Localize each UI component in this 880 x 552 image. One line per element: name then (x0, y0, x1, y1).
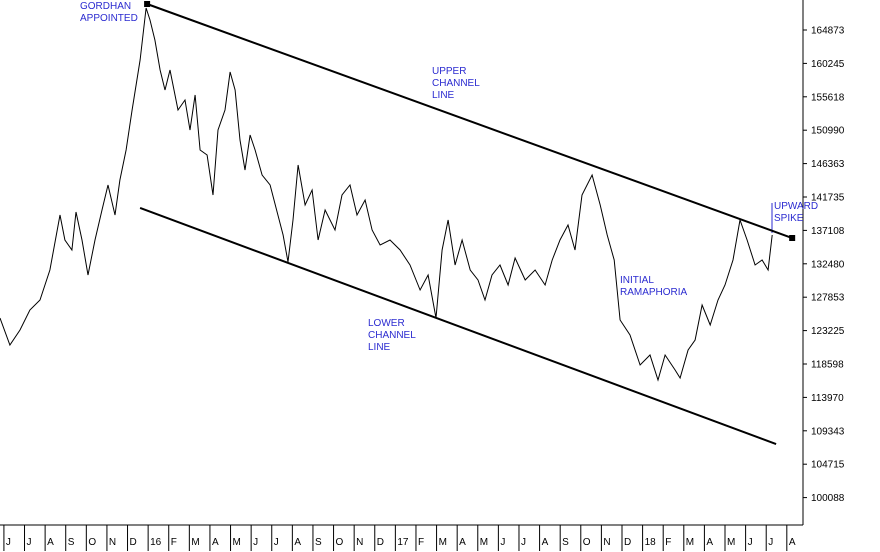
y-tick-label: 137108 (811, 226, 845, 237)
annotation: GORDHAN (80, 1, 131, 12)
channel-line (139, 207, 777, 445)
x-tick-label: D (624, 537, 631, 548)
x-tick-label: A (212, 537, 219, 548)
y-tick-label: 146363 (811, 159, 845, 170)
x-tick-label: A (789, 537, 796, 548)
x-tick-label: J (500, 537, 505, 548)
y-tick-label: 113970 (811, 393, 844, 404)
x-tick-label: J (274, 537, 279, 548)
x-tick-label: F (171, 537, 177, 548)
x-tick-label: D (130, 537, 137, 548)
x-tick-label: O (336, 537, 344, 548)
price-line (0, 7, 773, 382)
annotation: CHANNEL (432, 78, 480, 89)
x-tick-label: M (233, 537, 241, 548)
x-tick-label: A (459, 537, 466, 548)
x-tick-label: 17 (397, 537, 409, 548)
annotation: RAMAPHORIA (620, 287, 688, 298)
y-tick-label: 104715 (811, 460, 845, 471)
x-tick-label: F (665, 537, 671, 548)
x-tick-label: M (191, 537, 199, 548)
y-tick-label: 155618 (811, 92, 845, 103)
channel-line (146, 3, 793, 239)
x-tick-label: S (562, 537, 569, 548)
y-tick-label: 150990 (811, 126, 845, 137)
annotation: LINE (368, 342, 391, 353)
annotation: LOWER (368, 318, 405, 329)
x-tick-label: O (583, 537, 591, 548)
x-tick-label: O (88, 537, 96, 548)
x-tick-label: N (109, 537, 116, 548)
x-tick-label: J (253, 537, 258, 548)
x-tick-label: J (27, 537, 32, 548)
x-tick-label: J (6, 537, 11, 548)
y-tick-label: 164873 (811, 25, 845, 36)
y-tick-label: 141735 (811, 192, 845, 203)
y-tick-label: 127853 (811, 293, 845, 304)
endpoint-marker (144, 0, 151, 7)
x-tick-label: M (480, 537, 488, 548)
annotation: APPOINTED (80, 13, 138, 24)
x-tick-label: J (521, 537, 526, 548)
x-tick-label: 16 (150, 537, 162, 548)
y-tick-label: 160245 (811, 59, 845, 70)
x-tick-label: 18 (645, 537, 657, 548)
x-tick-label: D (377, 537, 384, 548)
x-tick-label: F (418, 537, 424, 548)
x-tick-label: M (727, 537, 735, 548)
x-tick-label: M (686, 537, 694, 548)
x-tick-label: A (706, 537, 713, 548)
x-tick-label: J (748, 537, 753, 548)
x-tick-label: A (542, 537, 549, 548)
annotation: UPPER (432, 66, 466, 77)
x-tick-label: N (356, 537, 363, 548)
x-tick-label: A (294, 537, 301, 548)
x-tick-label: S (315, 537, 322, 548)
y-tick-label: 109343 (811, 426, 845, 437)
endpoint-marker (789, 235, 796, 242)
annotation: SPIKE (774, 213, 804, 224)
y-tick-label: 100088 (811, 493, 845, 504)
x-tick-label: A (47, 537, 54, 548)
x-tick-label: M (439, 537, 447, 548)
x-tick-label: N (603, 537, 610, 548)
annotation: INITIAL (620, 275, 654, 286)
y-tick-label: 118598 (811, 359, 844, 370)
x-tick-label: J (768, 537, 773, 548)
annotation: CHANNEL (368, 330, 416, 341)
annotation: LINE (432, 90, 455, 101)
y-tick-label: 132480 (811, 259, 845, 270)
annotation: UPWARD (774, 201, 818, 212)
y-tick-label: 123225 (811, 326, 845, 337)
x-tick-label: S (68, 537, 75, 548)
